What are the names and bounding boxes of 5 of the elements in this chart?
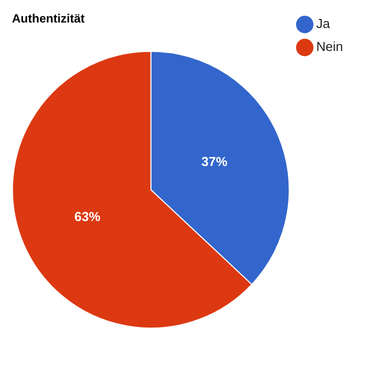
data-label: 37%: [201, 154, 228, 169]
data-label: 63%: [74, 208, 101, 224]
legend-label: Ja: [316, 16, 331, 32]
chart-title: Authentizität: [12, 12, 85, 26]
legend-label: Nein: [316, 39, 344, 54]
